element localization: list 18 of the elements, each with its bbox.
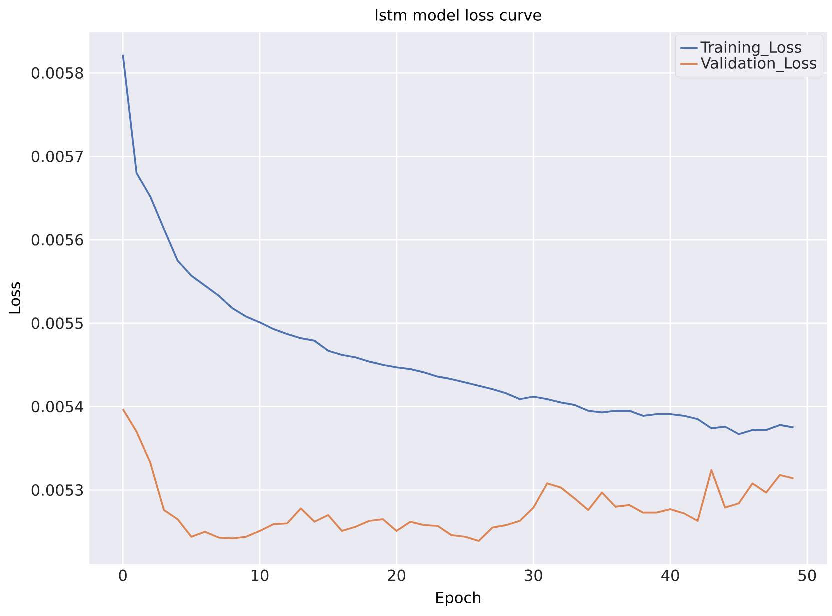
y-tick-label: 0.0058 [32, 68, 84, 80]
x-tick-label: 20 [388, 570, 406, 582]
y-tick-label: 0.0054 [32, 401, 84, 413]
line-series [122, 408, 795, 542]
y-tick-label: 0.0056 [32, 234, 84, 246]
y-axis-title: Loss [9, 282, 21, 314]
x-tick-label: 10 [252, 570, 269, 582]
legend-label: Training_Loss [700, 41, 802, 57]
y-tick-label: 0.0053 [32, 484, 84, 496]
y-tick-label: 0.0055 [32, 318, 83, 330]
x-tick-label: 30 [525, 570, 542, 582]
legend-label: Validation_Loss [700, 57, 817, 73]
y-tick-label: 0.0057 [32, 151, 83, 163]
x-tick-label: 40 [662, 570, 680, 582]
x-tick-label: 0 [119, 570, 127, 582]
chart-title: lstm model loss curve [376, 9, 542, 22]
x-tick-label: 50 [798, 570, 816, 582]
x-axis-title: Epoch [436, 592, 481, 607]
